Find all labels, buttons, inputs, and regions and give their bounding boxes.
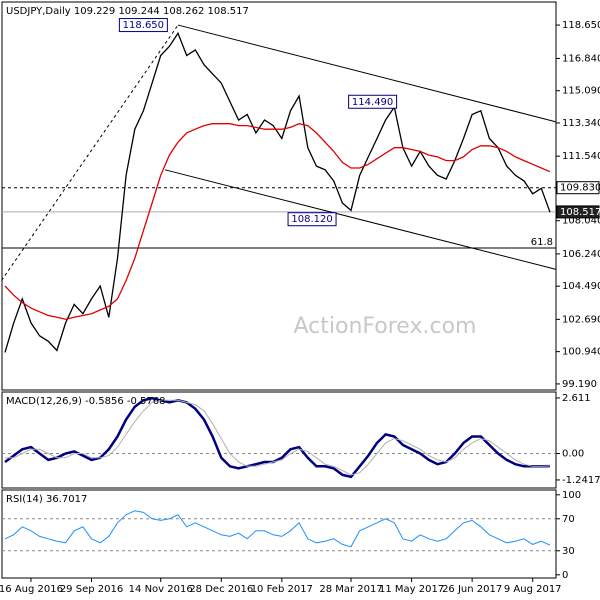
y-tick-label: 70	[562, 514, 575, 525]
panel-frame	[1, 1, 557, 391]
price-label-box	[556, 181, 600, 195]
series-line	[4, 396, 551, 479]
y-tick-label: 106.240	[562, 249, 600, 260]
trend-line	[164, 169, 557, 270]
panel-title-text: USDJPY,Daily	[6, 6, 71, 17]
series-line	[4, 510, 551, 548]
panel-quote: 109.229 109.244 108.262 108.517	[74, 6, 249, 17]
y-tick-label: 0	[562, 570, 568, 581]
annotation-label: 118.650	[123, 20, 164, 31]
y-tick-label: 111.540	[562, 151, 600, 162]
y-tick-label: 99.190	[562, 379, 597, 390]
y-tick-label: 102.690	[562, 314, 600, 325]
panel-title: USDJPY,Daily 109.229 109.244 108.262 108…	[6, 6, 249, 17]
price-label: 109.830	[560, 183, 600, 194]
panel-frame	[1, 489, 557, 579]
watermark: ActionForex.com	[294, 314, 477, 339]
y-tick-label: 113.340	[562, 118, 600, 129]
y-tick-label: 0.00	[562, 449, 584, 460]
level-label: 61.8	[531, 237, 553, 248]
annotation-label: 114.490	[352, 97, 393, 108]
annotation-box	[118, 18, 168, 33]
price-label: 108.517	[560, 207, 600, 218]
trend-line	[1, 24, 179, 281]
y-tick-label: 108.040	[562, 216, 600, 227]
trend-line	[177, 24, 557, 123]
annotation-label: 108.120	[291, 214, 332, 225]
y-tick-label: 100	[562, 490, 581, 501]
annotation-box	[287, 212, 337, 227]
y-tick-label: 118.650	[562, 20, 600, 31]
x-tick-label: 10 Feb 2017	[251, 584, 313, 595]
y-tick-label: -1.2417	[562, 475, 600, 486]
series-line	[5, 399, 551, 476]
x-tick-label: 11 May 2017	[379, 584, 444, 595]
x-tick-label: 14 Nov 2016	[129, 584, 193, 595]
x-tick-label: 9 Aug 2017	[504, 584, 562, 595]
y-tick-label: 116.840	[562, 53, 600, 64]
y-tick-label: 100.940	[562, 347, 600, 358]
panel-title: RSI(14) 36.7017	[6, 494, 87, 505]
price-label-box	[556, 205, 600, 219]
panel-title-text: MACD(12,26,9) -0.5856 -0.5768	[6, 396, 166, 407]
panel-title-text: RSI(14) 36.7017	[6, 494, 87, 505]
x-tick-label: 29 Sep 2016	[60, 584, 123, 595]
series-line	[4, 31, 551, 353]
x-tick-label: 28 Dec 2016	[189, 584, 253, 595]
x-tick-label: 16 Aug 2016	[0, 584, 63, 595]
y-tick-label: 115.090	[562, 86, 600, 97]
y-tick-label: 104.490	[562, 281, 600, 292]
panel-title: MACD(12,26,9) -0.5856 -0.5768	[6, 396, 166, 407]
x-tick-label: 28 Mar 2017	[319, 584, 382, 595]
panel-frame	[1, 391, 557, 489]
y-tick-label: 30	[562, 546, 575, 557]
annotation-box	[348, 94, 398, 109]
y-tick-label: 2.611	[562, 393, 591, 404]
series-line	[4, 123, 551, 320]
x-tick-label: 26 Jun 2017	[442, 584, 502, 595]
